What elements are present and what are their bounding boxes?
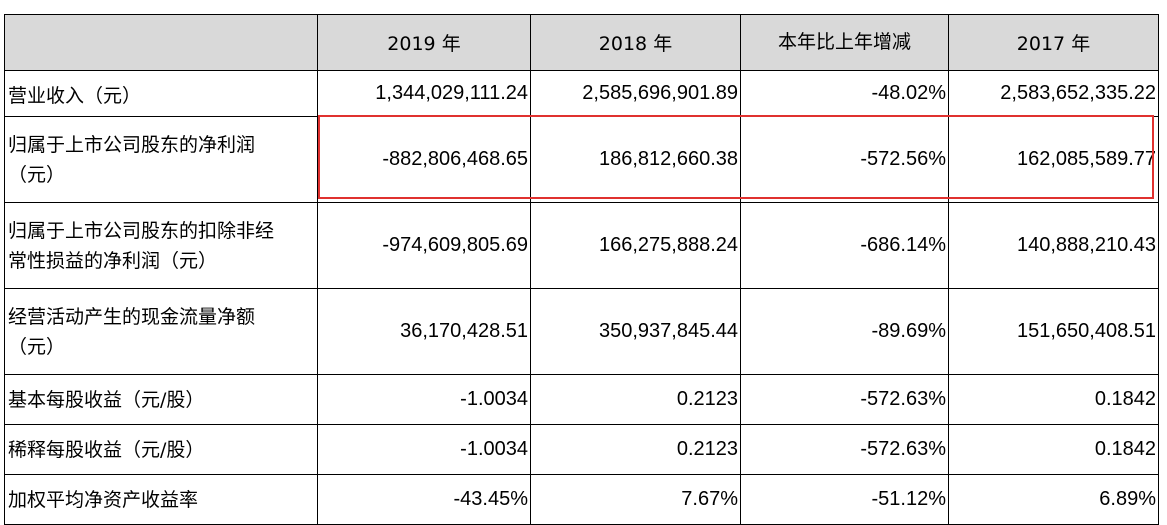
cell-2019: 1,344,029,111.24 <box>317 70 531 117</box>
header-cell-2018: 2018 年 <box>530 14 741 71</box>
financial-summary-table: 2019 年 2018 年 本年比上年增减 2017 年 营业收入（元） 1,3… <box>4 14 1159 525</box>
cell-2017: 6.89% <box>948 474 1159 525</box>
cell-2019: -882,806,468.65 <box>317 116 531 203</box>
table-row: 营业收入（元） 1,344,029,111.24 2,585,696,901.8… <box>4 70 1159 117</box>
cell-2019: -1.0034 <box>317 374 531 425</box>
cell-yoy-change: -89.69% <box>740 288 949 375</box>
cell-yoy-change: -572.56% <box>740 116 949 203</box>
header-cell-2019: 2019 年 <box>317 14 531 71</box>
cell-2018: 7.67% <box>530 474 741 525</box>
cell-2019: -974,609,805.69 <box>317 202 531 289</box>
cell-2017: 2,583,652,335.22 <box>948 70 1159 117</box>
cell-2019: -43.45% <box>317 474 531 525</box>
row-label-line: （元） <box>8 163 66 186</box>
row-label-line: 基本每股收益（元/股） <box>8 388 205 411</box>
table-row: 归属于上市公司股东的扣除非经 常性损益的净利润（元） -974,609,805.6… <box>4 202 1159 289</box>
table-row: 经营活动产生的现金流量净额 （元） 36,170,428.51 350,937,8… <box>4 288 1159 375</box>
cell-2019: 36,170,428.51 <box>317 288 531 375</box>
cell-2018: 166,275,888.24 <box>530 202 741 289</box>
cell-2017: 0.1842 <box>948 374 1159 425</box>
table-row: 加权平均净资产收益率 -43.45% 7.67% -51.12% 6.89% <box>4 474 1159 525</box>
cell-2018: 0.2123 <box>530 424 741 475</box>
cell-2018: 350,937,845.44 <box>530 288 741 375</box>
row-label: 归属于上市公司股东的扣除非经 常性损益的净利润（元） <box>4 202 318 289</box>
row-label-line: 加权平均净资产收益率 <box>8 488 199 511</box>
cell-yoy-change: -686.14% <box>740 202 949 289</box>
row-label-line: 常性损益的净利润（元） <box>8 249 218 272</box>
cell-yoy-change: -48.02% <box>740 70 949 117</box>
cell-2019: -1.0034 <box>317 424 531 475</box>
cell-yoy-change: -572.63% <box>740 424 949 475</box>
cell-2018: 2,585,696,901.89 <box>530 70 741 117</box>
cell-2017: 0.1842 <box>948 424 1159 475</box>
header-cell-yoy-change: 本年比上年增减 <box>740 14 949 71</box>
table-row: 稀释每股收益（元/股） -1.0034 0.2123 -572.63% 0.18… <box>4 424 1159 475</box>
cell-2017: 140,888,210.43 <box>948 202 1159 289</box>
cell-2018: 0.2123 <box>530 374 741 425</box>
table-row: 归属于上市公司股东的净利润 （元） -882,806,468.65 186,812… <box>4 116 1159 203</box>
row-label-line: 归属于上市公司股东的净利润 <box>8 133 256 156</box>
row-label-line: （元） <box>8 335 66 358</box>
row-label-line: 经营活动产生的现金流量净额 <box>8 305 256 328</box>
row-label: 稀释每股收益（元/股） <box>4 424 318 475</box>
table-row: 基本每股收益（元/股） -1.0034 0.2123 -572.63% 0.18… <box>4 374 1159 425</box>
row-label: 归属于上市公司股东的净利润 （元） <box>4 116 318 203</box>
row-label-line: 营业收入（元） <box>8 85 142 107</box>
row-label: 加权平均净资产收益率 <box>4 474 318 525</box>
row-label-line: 稀释每股收益（元/股） <box>8 438 205 461</box>
header-cell-2017: 2017 年 <box>948 14 1159 71</box>
header-row: 2019 年 2018 年 本年比上年增减 2017 年 <box>4 14 1159 71</box>
cell-yoy-change: -572.63% <box>740 374 949 425</box>
cell-2018: 186,812,660.38 <box>530 116 741 203</box>
row-label-line: 归属于上市公司股东的扣除非经 <box>8 219 275 242</box>
header-cell-item <box>4 14 318 71</box>
row-label: 营业收入（元） <box>4 70 318 117</box>
cell-2017: 151,650,408.51 <box>948 288 1159 375</box>
cell-yoy-change: -51.12% <box>740 474 949 525</box>
row-label: 基本每股收益（元/股） <box>4 374 318 425</box>
cell-2017: 162,085,589.77 <box>948 116 1159 203</box>
row-label: 经营活动产生的现金流量净额 （元） <box>4 288 318 375</box>
